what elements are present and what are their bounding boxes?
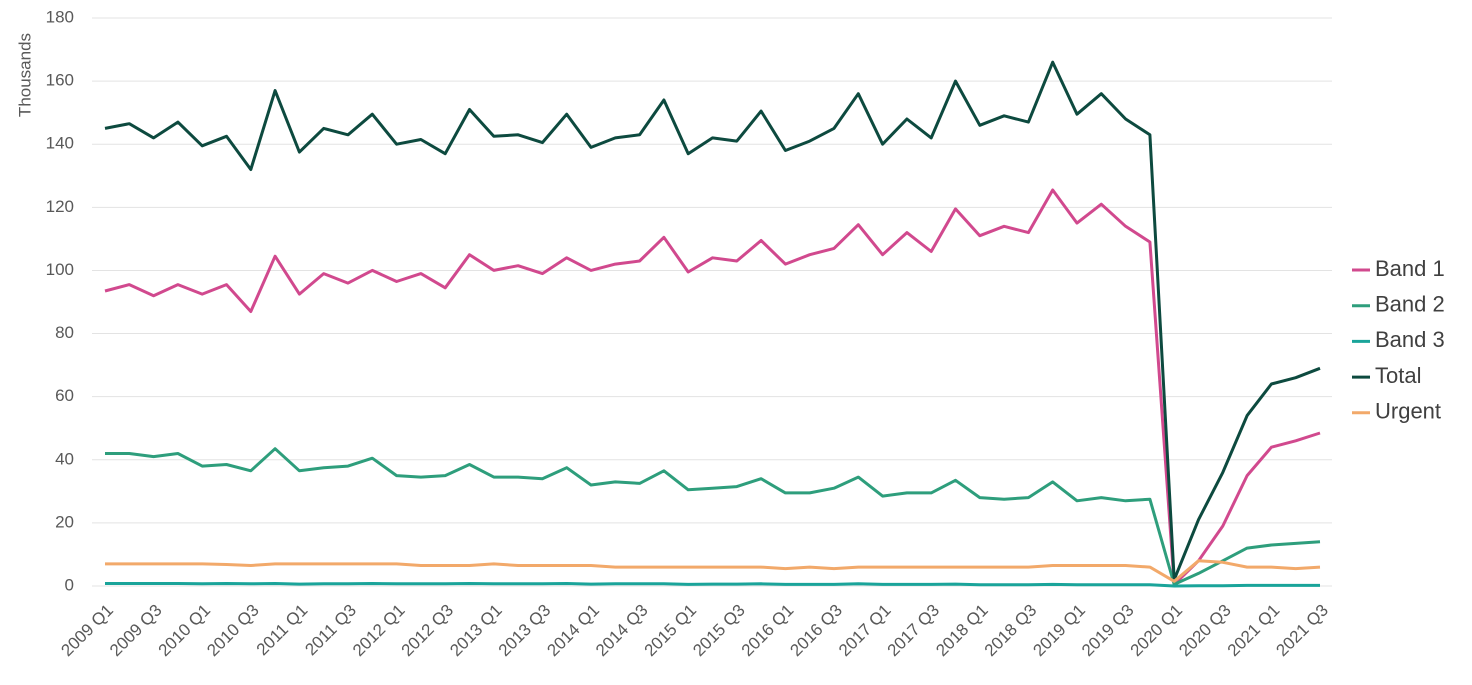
x-tick-label: 2010 Q1 [155,601,215,661]
y-tick-label: 80 [55,323,74,342]
y-tick-label: 40 [55,449,74,468]
legend-label: Urgent [1375,399,1441,424]
x-tick-label: 2010 Q3 [203,601,263,661]
series-line [104,188,1321,586]
y-tick-label: 140 [46,134,74,153]
legend-label: Total [1375,363,1421,388]
x-tick-label: 2011 Q3 [301,601,360,660]
y-tick-label: 0 [65,575,74,594]
x-tick-label: 2015 Q1 [641,601,701,661]
x-tick-label: 2009 Q1 [57,601,117,661]
x-tick-label: 2020 Q3 [1175,601,1235,661]
x-tick-label: 2021 Q1 [1224,601,1284,661]
x-tick-label: 2015 Q3 [689,601,749,661]
x-tick-label: 2017 Q3 [884,601,944,661]
x-tick-label: 2009 Q3 [106,601,166,661]
y-tick-label: 20 [55,512,74,531]
series-line [104,60,1321,582]
x-tick-label: 2011 Q1 [253,601,312,660]
legend-label: Band 2 [1375,292,1445,317]
x-tick-label: 2017 Q1 [835,601,895,661]
x-tick-label: 2016 Q1 [738,601,798,661]
x-tick-label: 2020 Q1 [1127,601,1187,661]
series-line [105,559,1321,583]
y-tick-label: 180 [46,7,74,26]
x-tick-label: 2019 Q1 [1029,601,1089,661]
x-tick-label: 2018 Q3 [981,601,1041,661]
legend-label: Band 3 [1375,327,1445,352]
y-tick-label: 120 [46,197,74,216]
y-tick-label: 100 [46,260,74,279]
x-tick-label: 2019 Q3 [1078,601,1138,661]
series-line [105,582,1320,588]
x-tick-label: 2014 Q1 [543,601,603,661]
series-line [105,447,1321,586]
x-tick-label: 2013 Q1 [446,601,506,661]
x-tick-label: 2012 Q3 [398,601,458,661]
x-tick-label: 2013 Q3 [495,601,555,661]
x-tick-label: 2018 Q1 [932,601,992,661]
x-tick-label: 2012 Q1 [349,601,409,661]
y-tick-label: 160 [46,71,74,90]
x-tick-label: 2014 Q3 [592,601,652,661]
y-axis-label: Thousands [15,33,34,117]
x-tick-label: 2021 Q3 [1272,601,1332,661]
y-tick-label: 60 [55,386,74,405]
x-tick-label: 2016 Q3 [786,601,846,661]
legend-label: Band 1 [1375,256,1445,281]
